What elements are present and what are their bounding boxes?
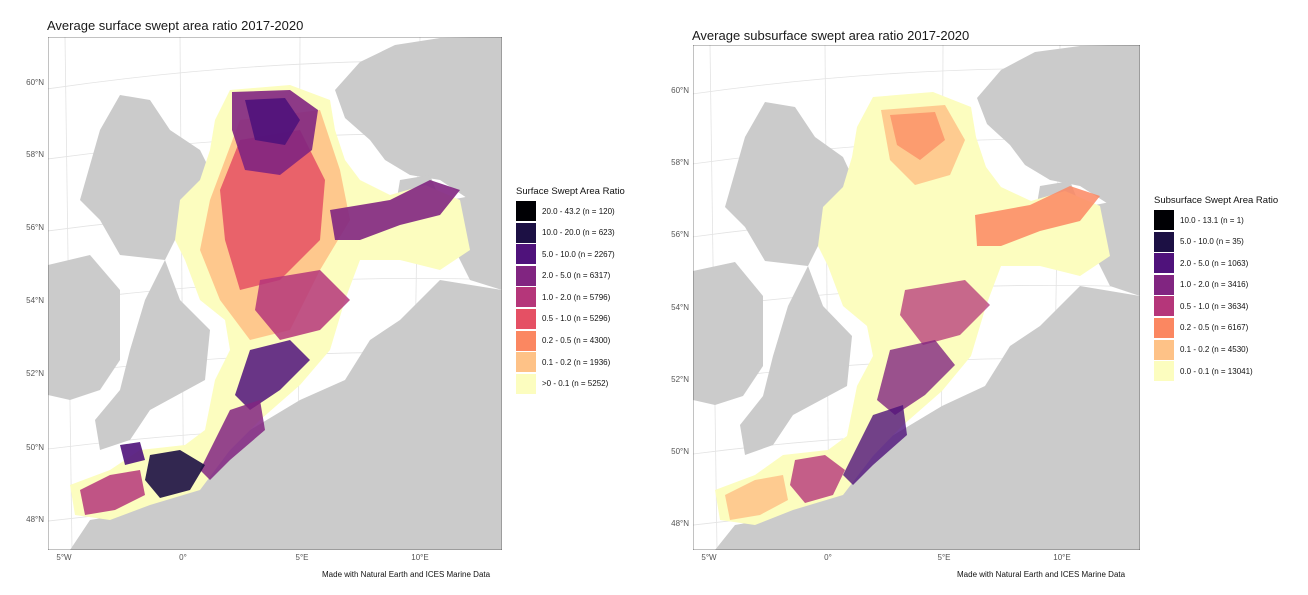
- y-tick: 52°N: [671, 375, 689, 384]
- y-tick: 54°N: [671, 303, 689, 312]
- legend-label: 0.0 - 0.1 (n = 13041): [1180, 366, 1253, 376]
- legend-item: 1.0 - 2.0 (n = 5796): [516, 287, 625, 308]
- legend-label: 0.5 - 1.0 (n = 5296): [542, 314, 611, 324]
- legend-item: 0.1 - 0.2 (n = 1936): [516, 352, 625, 373]
- legend-swatch: [1154, 231, 1174, 252]
- map-title: Average subsurface swept area ratio 2017…: [692, 28, 970, 43]
- y-tick: 60°N: [26, 78, 44, 87]
- continental-europe: [715, 286, 1140, 550]
- y-tick: 54°N: [26, 296, 44, 305]
- y-tick: 48°N: [26, 515, 44, 524]
- legend-item: 0.2 - 0.5 (n = 4300): [516, 330, 625, 351]
- surface-map: [48, 37, 502, 550]
- legend-item: 1.0 - 2.0 (n = 3416): [1154, 274, 1278, 295]
- map-caption: Made with Natural Earth and ICES Marine …: [957, 570, 1126, 579]
- y-tick: 50°N: [26, 443, 44, 452]
- swept-area: [70, 85, 470, 520]
- surface-map-panel: Average surface swept area ratio 2017-20…: [0, 0, 650, 595]
- map-legend: Subsurface Swept Area Ratio 10.0 - 13.1 …: [1154, 195, 1278, 383]
- subsurface-map-panel: Average subsurface swept area ratio 2017…: [645, 0, 1308, 595]
- legend-label: 2.0 - 5.0 (n = 1063): [1180, 258, 1249, 268]
- legend-swatch: [1154, 296, 1174, 317]
- norway: [977, 45, 1140, 215]
- legend-item: 2.0 - 5.0 (n = 6317): [516, 265, 625, 286]
- y-tick: 56°N: [26, 223, 44, 232]
- norway: [335, 37, 502, 210]
- legend-label: 10.0 - 20.0 (n = 623): [542, 228, 615, 238]
- x-tick: 0°: [824, 553, 832, 562]
- legend-item: 20.0 - 43.2 (n = 120): [516, 201, 625, 221]
- legend-swatch: [516, 373, 536, 394]
- legend-title: Subsurface Swept Area Ratio: [1154, 195, 1279, 206]
- y-tick: 60°N: [671, 86, 689, 95]
- y-tick: 48°N: [671, 519, 689, 528]
- legend-item: >0 - 0.1 (n = 5252): [516, 373, 625, 394]
- map-title: Average surface swept area ratio 2017-20…: [47, 18, 304, 33]
- y-tick: 52°N: [26, 369, 44, 378]
- ireland: [48, 255, 120, 400]
- x-tick: 0°: [179, 553, 187, 562]
- ireland: [693, 262, 763, 405]
- legend-swatch: [516, 201, 536, 221]
- swept-area: [715, 92, 1110, 525]
- legend-label: 0.5 - 1.0 (n = 3634): [1180, 301, 1249, 311]
- y-tick: 58°N: [26, 150, 44, 159]
- legend-swatch: [516, 287, 536, 308]
- legend-swatch: [516, 222, 536, 243]
- legend-label: 5.0 - 10.0 (n = 35): [1180, 237, 1244, 247]
- x-tick: 5°E: [295, 553, 309, 562]
- y-tick: 58°N: [671, 158, 689, 167]
- legend-item: 10.0 - 13.1 (n = 1): [1154, 210, 1278, 230]
- x-tick: 5°E: [937, 553, 951, 562]
- legend-item: 0.5 - 1.0 (n = 3634): [1154, 296, 1278, 317]
- legend-swatch: [1154, 210, 1174, 230]
- legend-item: 0.5 - 1.0 (n = 5296): [516, 308, 625, 329]
- england: [95, 260, 210, 450]
- legend-label: 0.1 - 0.2 (n = 1936): [542, 357, 611, 367]
- legend-label: 5.0 - 10.0 (n = 2267): [542, 249, 615, 259]
- legend-label: 0.2 - 0.5 (n = 4300): [542, 336, 611, 346]
- legend-title: Surface Swept Area Ratio: [516, 186, 625, 197]
- england: [740, 266, 852, 455]
- legend-swatch: [1154, 253, 1174, 274]
- y-tick: 56°N: [671, 230, 689, 239]
- map-legend: Surface Swept Area Ratio 20.0 - 43.2 (n …: [516, 186, 625, 395]
- legend-item: 5.0 - 10.0 (n = 2267): [516, 244, 625, 265]
- legend-swatch: [516, 308, 536, 329]
- subsurface-map: [693, 45, 1140, 550]
- y-tick: 50°N: [671, 447, 689, 456]
- legend-label: 0.2 - 0.5 (n = 6167): [1180, 323, 1249, 333]
- legend-swatch: [516, 265, 536, 286]
- x-tick: 10°E: [411, 553, 429, 562]
- legend-swatch: [1154, 317, 1174, 338]
- legend-label: 10.0 - 13.1 (n = 1): [1180, 215, 1244, 225]
- legend-label: 2.0 - 5.0 (n = 6317): [542, 271, 611, 281]
- legend-swatch: [1154, 274, 1174, 295]
- legend-swatch: [516, 352, 536, 373]
- legend-item: 0.1 - 0.2 (n = 4530): [1154, 339, 1278, 360]
- legend-label: 1.0 - 2.0 (n = 3416): [1180, 280, 1249, 290]
- legend-swatch: [1154, 339, 1174, 360]
- legend-item: 2.0 - 5.0 (n = 1063): [1154, 253, 1278, 274]
- legend-swatch: [516, 330, 536, 351]
- legend-swatch: [516, 244, 536, 265]
- x-tick: 10°E: [1053, 553, 1071, 562]
- legend-item: 0.2 - 0.5 (n = 6167): [1154, 317, 1278, 338]
- legend-label: 0.1 - 0.2 (n = 4530): [1180, 345, 1249, 355]
- continental-europe: [70, 280, 502, 550]
- legend-item: 0.0 - 0.1 (n = 13041): [1154, 361, 1278, 382]
- legend-entries: 20.0 - 43.2 (n = 120) 10.0 - 20.0 (n = 62…: [516, 201, 625, 394]
- legend-label: 20.0 - 43.2 (n = 120): [542, 206, 615, 216]
- legend-item: 5.0 - 10.0 (n = 35): [1154, 231, 1278, 252]
- x-tick: 5°W: [56, 553, 72, 562]
- legend-swatch: [1154, 361, 1174, 382]
- legend-entries: 10.0 - 13.1 (n = 1) 5.0 - 10.0 (n = 35) 2.…: [1154, 210, 1278, 382]
- legend-label: 1.0 - 2.0 (n = 5796): [542, 292, 611, 302]
- legend-label: >0 - 0.1 (n = 5252): [542, 379, 609, 389]
- legend-item: 10.0 - 20.0 (n = 623): [516, 222, 625, 243]
- map-caption: Made with Natural Earth and ICES Marine …: [322, 570, 491, 579]
- x-tick: 5°W: [701, 553, 717, 562]
